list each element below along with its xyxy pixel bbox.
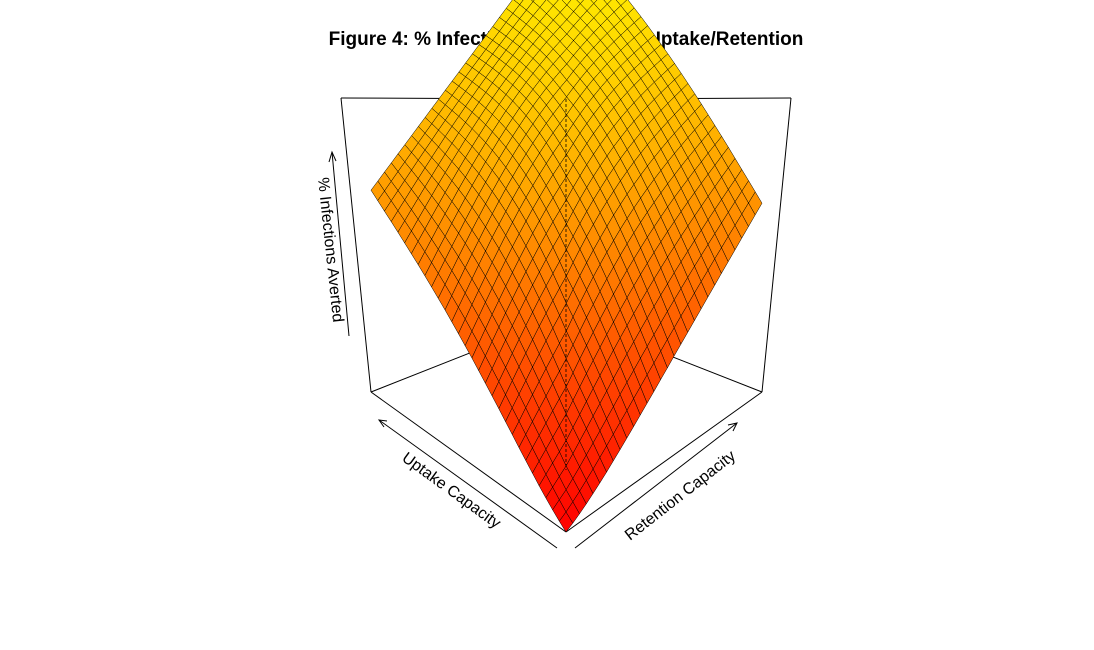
box-floor-front-right	[565, 391, 763, 533]
box-floor-front-left	[370, 391, 567, 533]
retention-axis-arrowhead	[727, 422, 738, 432]
uptake-axis-arrow	[378, 419, 558, 549]
surface-mesh	[370, 0, 763, 533]
surface-facet	[590, 0, 598, 4]
surface-facet	[576, 0, 584, 5]
z-axis-arrow	[331, 151, 350, 337]
retention-axis-label: Retention Capacity	[622, 448, 739, 545]
box-left-vertical-edge	[340, 97, 372, 393]
uptake-axis-label: Uptake Capacity	[399, 449, 504, 532]
surface-facet	[558, 511, 574, 533]
box-right-vertical-edge	[761, 97, 792, 393]
retention-axis-arrow	[574, 422, 738, 549]
surface-facet	[603, 0, 612, 5]
z-axis-arrowhead	[328, 150, 337, 163]
axis-arrows	[328, 150, 738, 549]
uptake-axis-arrowhead	[377, 419, 388, 428]
